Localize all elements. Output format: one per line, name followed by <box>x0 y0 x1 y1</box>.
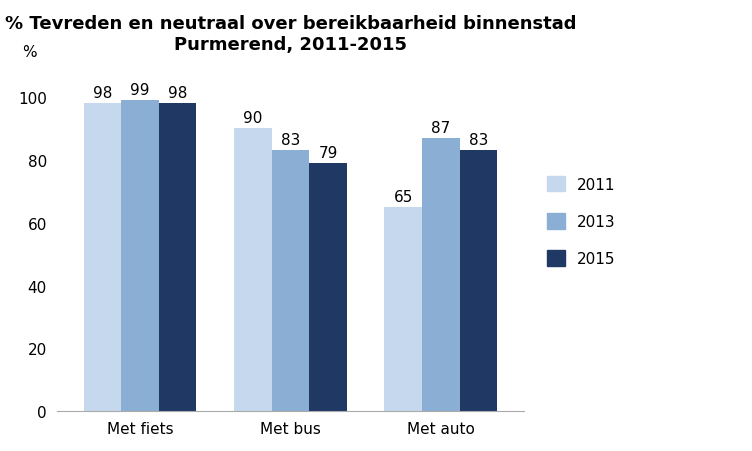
Text: 83: 83 <box>280 133 300 148</box>
Bar <box>271 151 309 411</box>
Text: 90: 90 <box>243 111 262 126</box>
Text: 98: 98 <box>168 86 187 101</box>
Y-axis label: %: % <box>22 45 37 60</box>
Legend: 2011, 2013, 2015: 2011, 2013, 2015 <box>541 170 622 273</box>
Text: 99: 99 <box>130 83 150 98</box>
Bar <box>83 104 121 411</box>
Text: 79: 79 <box>318 146 338 161</box>
Text: 83: 83 <box>468 133 488 148</box>
Text: 98: 98 <box>92 86 112 101</box>
Bar <box>384 207 422 411</box>
Bar <box>459 151 497 411</box>
Bar <box>121 101 159 411</box>
Bar <box>159 104 196 411</box>
Title: % Tevreden en neutraal over bereikbaarheid binnenstad
Purmerend, 2011-2015: % Tevreden en neutraal over bereikbaarhe… <box>5 15 576 54</box>
Bar <box>309 164 347 411</box>
Text: 87: 87 <box>431 120 450 135</box>
Bar <box>422 138 459 411</box>
Bar <box>234 129 271 411</box>
Text: 65: 65 <box>393 189 413 204</box>
